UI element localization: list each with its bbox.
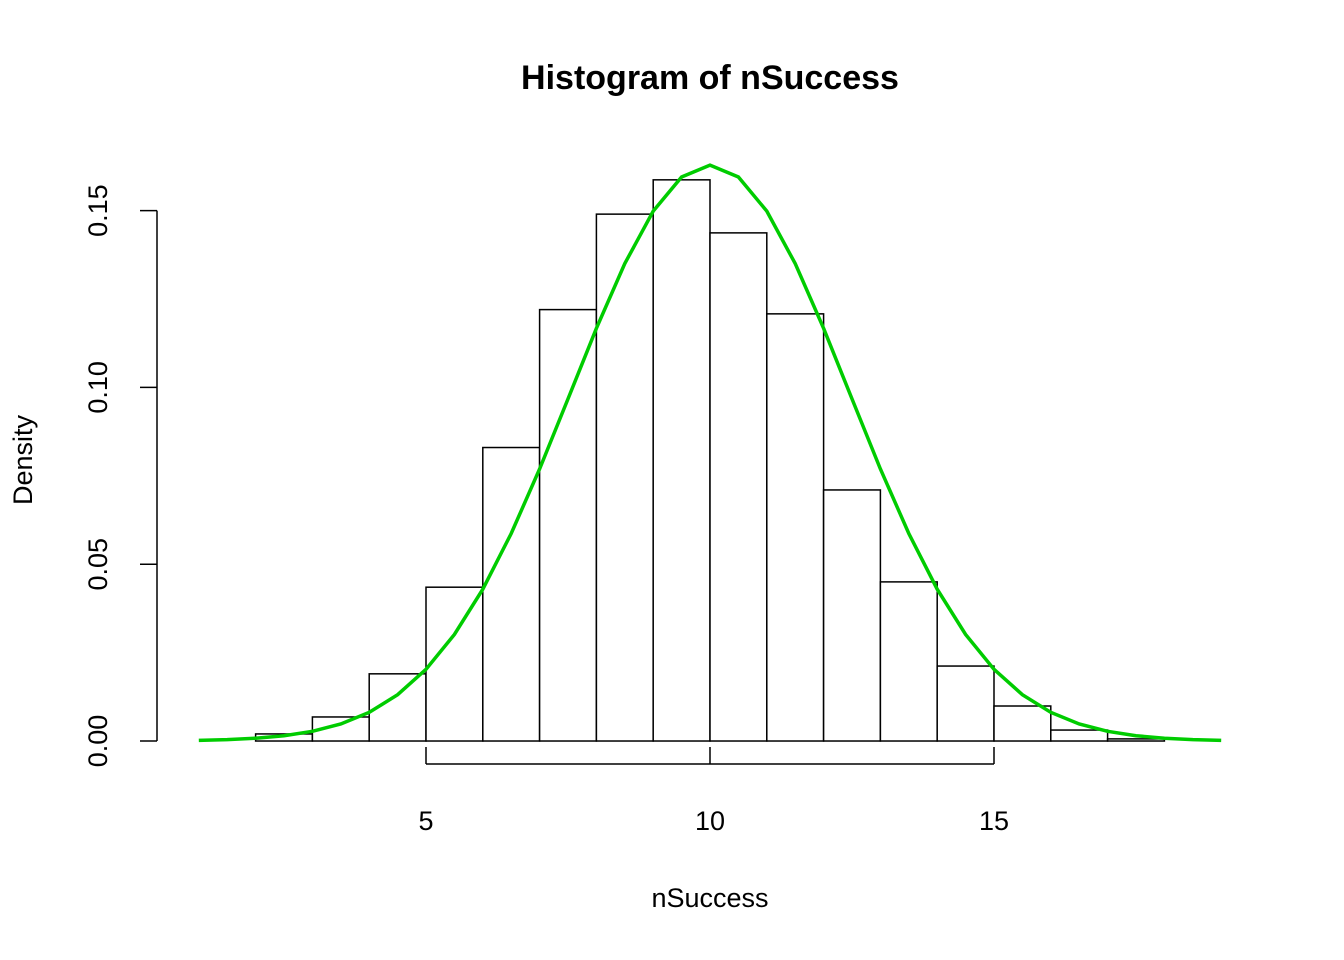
- bar: [709, 232, 768, 742]
- density-curve: [198, 163, 1222, 743]
- bar: [425, 586, 484, 742]
- y-tick-label: 0.15: [83, 184, 113, 237]
- bar: [766, 313, 825, 742]
- y-tick-label: 0.00: [83, 715, 113, 768]
- bar: [822, 489, 882, 742]
- bar: [879, 581, 938, 742]
- bar: [993, 705, 1052, 742]
- bar: [1050, 729, 1109, 742]
- y-tick-label: 0.05: [83, 538, 113, 591]
- x-tick-label: 15: [979, 806, 1009, 836]
- bar: [538, 308, 598, 742]
- x-axis-label: nSuccess: [651, 883, 768, 913]
- y-tick-label: 0.10: [83, 361, 113, 414]
- y-axis-label: Density: [8, 414, 38, 505]
- x-tick-label: 5: [418, 806, 433, 836]
- chart-title: Histogram of nSuccess: [521, 59, 899, 97]
- bar: [652, 179, 711, 742]
- x-tick-label: 10: [695, 806, 725, 836]
- bar: [936, 665, 995, 742]
- bar: [595, 213, 654, 742]
